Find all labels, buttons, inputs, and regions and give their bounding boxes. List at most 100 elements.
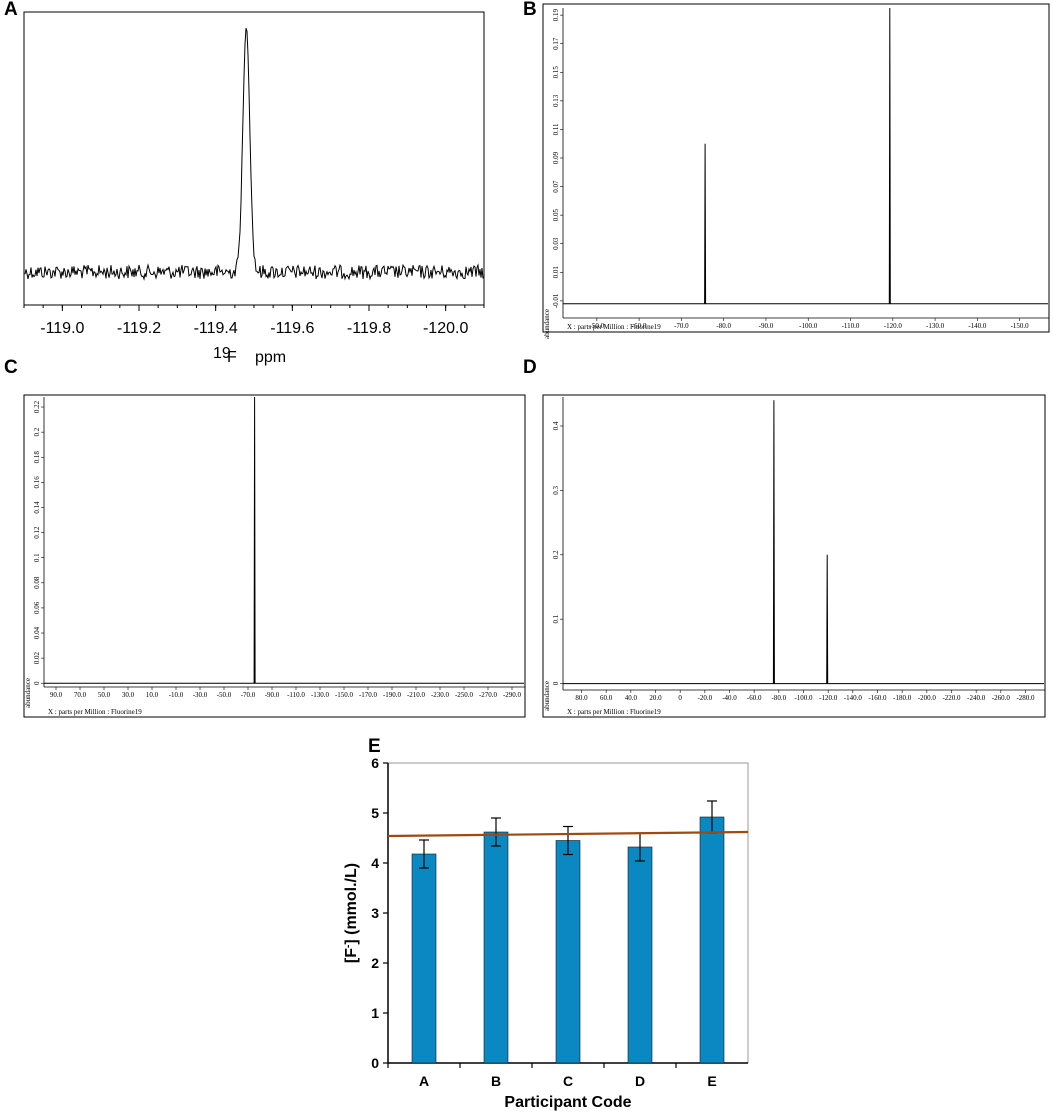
panel-e-bar: [555, 840, 581, 1064]
panel-d-x-tick-label: -280.0: [1016, 694, 1035, 702]
panel-b-x-tick-label: -60.0: [632, 322, 647, 330]
panel-d-x-tick-label: -40.0: [722, 694, 737, 702]
panel-c-x-tick-label: -150.0: [335, 691, 354, 699]
panel-d-x-tick-label: -160.0: [868, 694, 887, 702]
panel-e-x-tick-label: E: [707, 1073, 716, 1089]
panel-c-y-tick-label: 0.06: [33, 601, 41, 614]
panel-b-y-tick-label: 0.05: [552, 209, 560, 222]
panel-b-y-tick-label: 0.01: [552, 266, 560, 279]
panel-e-y-tick-label: 0: [371, 1055, 379, 1071]
panel-b-y-tick-label: 0.09: [552, 151, 560, 164]
panel-d-x-tick-label: -80.0: [772, 694, 787, 702]
panel-e-reference-line: [387, 830, 749, 838]
panel-d-x-tick-label: -140.0: [844, 694, 863, 702]
panel-e-x-tick-label: D: [635, 1073, 645, 1089]
panel-a-x-tick-label: -119.2: [117, 320, 161, 337]
panel-e-bar: [411, 853, 437, 1064]
panel-d-y-tick-label: 0.3: [552, 485, 560, 494]
panel-b-x-tick-label: -70.0: [674, 322, 689, 330]
panel-d-x-tick-label: -180.0: [893, 694, 912, 702]
panel-e-y-tick-label: 6: [371, 755, 379, 771]
panel-d-x-tick-label: -260.0: [992, 694, 1011, 702]
panel-b-x-tick-label: -150.0: [1011, 322, 1030, 330]
panel-c-x-tick-label: -250.0: [455, 691, 474, 699]
panel-b-y-tick-label: 0.15: [552, 66, 560, 79]
panel-e-y-tick-label: 1: [371, 1005, 379, 1021]
panel-letter-b: B: [523, 0, 537, 20]
panel-c-y-tick-label: 0.2: [33, 427, 41, 436]
panel-c-frame: [23, 394, 526, 718]
panel-d-spectrum-line: [563, 400, 1044, 685]
panel-d-x-tick-label: -20.0: [698, 694, 713, 702]
panel-c-x-tick-label: -130.0: [311, 691, 330, 699]
panel-a-frame: [23, 11, 485, 306]
panel-c-y-tick-label: 0.08: [33, 576, 41, 589]
panel-e-y-tick-label: 2: [371, 955, 379, 971]
panel-c-x-tick-label: -290.0: [503, 691, 522, 699]
panel-letter-a: A: [4, 0, 18, 20]
panel-e-x-tick-label: C: [563, 1073, 573, 1089]
panel-b-x-tick-label: -110.0: [842, 322, 860, 330]
panel-a-x-tick-label: -119.8: [347, 320, 391, 337]
panel-b-frame: [542, 3, 1050, 333]
panel-c-x-tick-label: 30.0: [122, 691, 135, 699]
panel-e-x-label: Participant Code: [504, 1094, 631, 1111]
panel-e-y-tick-label: 4: [371, 855, 379, 871]
panel-c-x-tick-label: -70.0: [241, 691, 256, 699]
panel-d-y-label: abundance: [543, 681, 551, 711]
panel-d-y-tick-label: 0.1: [552, 614, 560, 623]
panel-c-x-tick-label: -50.0: [217, 691, 232, 699]
panel-d-x-tick-label: -240.0: [967, 694, 986, 702]
panel-b-y-tick-label: 0.19: [552, 9, 560, 22]
panel-d-x-tick-label: -220.0: [942, 694, 961, 702]
panel-b-y-tick-label: 0.11: [552, 123, 560, 135]
panel-d-y-tick-label: 0: [552, 681, 560, 685]
panel-c-y-tick-label: 0.1: [33, 553, 41, 562]
panel-d-frame: [542, 394, 1046, 718]
panel-d-x-tick-label: 0: [678, 694, 682, 702]
panel-c-x-tick-label: -10.0: [169, 691, 184, 699]
panel-c-y-label: abundance: [24, 678, 32, 708]
panel-c-x-tick-label: -110.0: [287, 691, 305, 699]
panel-e-bar: [627, 846, 653, 1064]
panel-a-spectrum-line: [24, 28, 484, 281]
panel-e-x-tick-label: B: [491, 1073, 501, 1089]
panel-b-y-tick-label: 0.07: [552, 180, 560, 193]
panel-d-y-tick-label: 0.2: [552, 550, 560, 559]
panel-c-x-label: X : parts per Million : Fluorine19: [48, 708, 142, 716]
panel-d-x-label: X : parts per Million : Fluorine19: [567, 708, 661, 716]
panel-c-y-tick-label: 0.04: [33, 626, 41, 639]
panel-letter-e: E: [368, 736, 381, 757]
panel-b-x-tick-label: -120.0: [884, 322, 903, 330]
panel-c-x-tick-label: -270.0: [479, 691, 498, 699]
panel-c-x-tick-label: -170.0: [359, 691, 378, 699]
panel-a-x-tick-label: -119.4: [194, 320, 238, 337]
panel-d-y-tick-label: 0.4: [552, 421, 560, 430]
panel-e-bar: [699, 816, 725, 1064]
panel-b-x-tick-label: -80.0: [716, 322, 731, 330]
panel-c-x-tick-label: 90.0: [50, 691, 63, 699]
panel-e-y-label: [F-] (mmol./L): [343, 863, 361, 963]
panel-d-x-tick-label: -60.0: [747, 694, 762, 702]
panel-a-x-tick-label: -119.6: [270, 320, 314, 337]
panel-c-x-tick-label: 10.0: [146, 691, 159, 699]
panel-b-x-label: X : parts per Million : Fluorine19: [567, 323, 661, 331]
panel-e-x-tick-label: A: [419, 1073, 429, 1089]
panel-a-x-tick-label: -119.0: [40, 320, 84, 337]
panel-b-y-label: abundance: [543, 309, 551, 339]
panel-b-x-tick-label: -100.0: [799, 322, 818, 330]
panel-b-y-tick-label: 0.03: [552, 237, 560, 250]
panel-a-x-tick-label: -120.0: [423, 320, 468, 337]
panel-a-x-label-unit: ppm: [255, 349, 286, 366]
panel-b-spectrum-line: [563, 7, 1048, 305]
panel-c-x-tick-label: -230.0: [431, 691, 450, 699]
panel-c-y-tick-label: 0.18: [33, 451, 41, 464]
panel-d-x-tick-label: -100.0: [794, 694, 813, 702]
panel-c-x-tick-label: -90.0: [265, 691, 280, 699]
panel-a-x-label-main: F: [227, 349, 237, 366]
panel-e-y-tick-label: 5: [371, 805, 379, 821]
panel-letter-d: D: [523, 357, 537, 378]
panel-d-x-tick-label: -200.0: [918, 694, 937, 702]
panel-b-y-tick-label: 0.13: [552, 94, 560, 107]
